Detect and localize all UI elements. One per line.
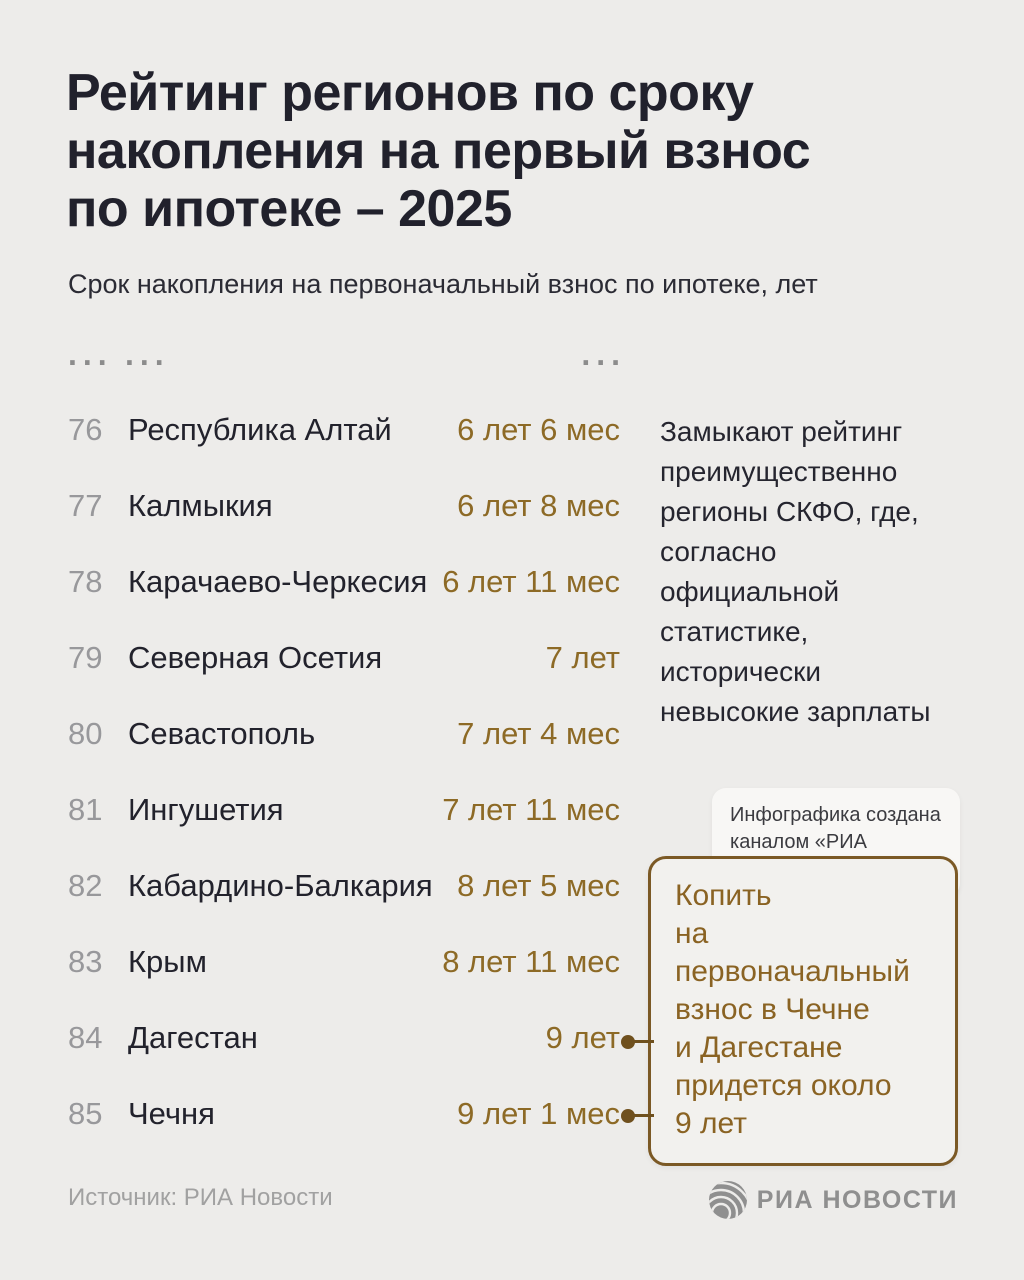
row-rank: 83 [68,944,103,979]
row-rank: 82 [68,868,103,903]
table-row: 85 Чечня 9 лет 1 мес [68,1076,620,1152]
row-region: Ингушетия [128,792,284,827]
ria-logo-text: РИА НОВОСТИ [756,1185,958,1214]
page-subtitle: Срок накопления на первоначальный взнос … [68,269,818,299]
table-row: 77 Калмыкия 6 лет 8 мес [68,468,620,544]
row-rank: 79 [68,640,103,675]
connector-dot-dagestan [621,1035,635,1049]
row-region: Калмыкия [128,488,273,523]
row-region: Кабардино-Балкария [128,868,433,903]
table-row: 81 Ингушетия 7 лет 11 мес [68,772,620,848]
connector-line-chechnya [628,1114,654,1117]
table-row: 80 Севастополь 7 лет 4 мес [68,696,620,772]
row-region: Дагестан [128,1020,258,1055]
row-value: 6 лет 8 мес [457,488,620,523]
row-rank: 80 [68,716,103,751]
ellipsis-region: ... [125,336,170,372]
row-value: 6 лет 11 мес [442,564,620,599]
row-region: Республика Алтай [128,412,392,447]
table-row: 78 Карачаево-Черкесия 6 лет 11 мес [68,544,620,620]
ranking-table: 76 Республика Алтай 6 лет 6 мес 77 Калмы… [68,392,620,1152]
connector-line-dagestan [628,1040,654,1043]
ria-logo: РИА НОВОСТИ [708,1180,958,1220]
source-text: Источник: РИА Новости [68,1184,333,1211]
row-rank: 85 [68,1096,103,1131]
row-region: Крым [128,944,207,979]
row-value: 7 лет 4 мес [457,716,620,751]
ellipsis-rank: ... [68,336,113,372]
table-row: 82 Кабардино-Балкария 8 лет 5 мес [68,848,620,924]
row-region: Карачаево-Черкесия [128,564,428,599]
page-title: Рейтинг регионов по сроку накопления на … [66,64,811,238]
row-rank: 78 [68,564,103,599]
row-value: 9 лет 1 мес [457,1096,620,1131]
callout-box: Копить на первоначальный взнос в Чечне и… [648,856,958,1166]
row-value: 6 лет 6 мес [457,412,620,447]
table-row: 76 Республика Алтай 6 лет 6 мес [68,392,620,468]
row-rank: 77 [68,488,103,523]
ellipsis-row: ... ... ... [68,336,620,372]
globe-icon [708,1180,748,1220]
row-rank: 84 [68,1020,103,1055]
table-row: 79 Северная Осетия 7 лет [68,620,620,696]
row-value: 8 лет 5 мес [457,868,620,903]
row-rank: 81 [68,792,103,827]
row-value: 7 лет 11 мес [442,792,620,827]
connector-dot-chechnya [621,1109,635,1123]
annotation-text: Замыкают рейтинг преимущественно регионы… [660,416,931,727]
row-value: 8 лет 11 мес [442,944,620,979]
row-value: 9 лет [545,1020,620,1055]
row-rank: 76 [68,412,103,447]
table-row: 83 Крым 8 лет 11 мес [68,924,620,1000]
ellipsis-value: ... [581,336,626,372]
table-row: 84 Дагестан 9 лет [68,1000,620,1076]
row-region: Северная Осетия [128,640,383,675]
row-value: 7 лет [545,640,620,675]
row-region: Севастополь [128,716,316,751]
row-region: Чечня [128,1096,215,1131]
